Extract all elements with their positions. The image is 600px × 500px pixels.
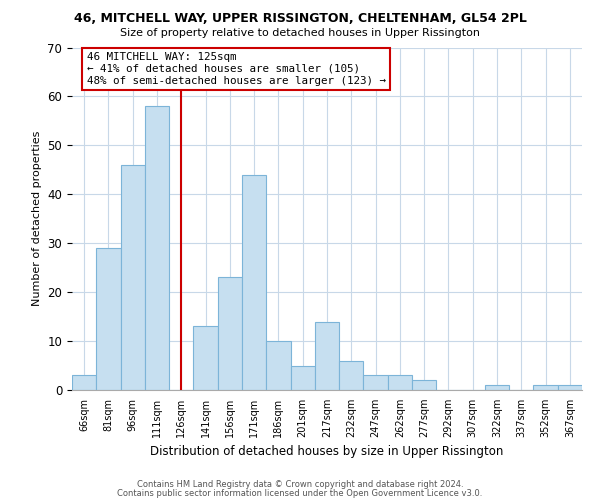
Text: Size of property relative to detached houses in Upper Rissington: Size of property relative to detached ho…: [120, 28, 480, 38]
Text: Contains HM Land Registry data © Crown copyright and database right 2024.: Contains HM Land Registry data © Crown c…: [137, 480, 463, 489]
Text: 46 MITCHELL WAY: 125sqm
← 41% of detached houses are smaller (105)
48% of semi-d: 46 MITCHELL WAY: 125sqm ← 41% of detache…: [86, 52, 386, 86]
X-axis label: Distribution of detached houses by size in Upper Rissington: Distribution of detached houses by size …: [151, 446, 503, 458]
Bar: [121, 165, 145, 390]
Bar: [145, 106, 169, 390]
Y-axis label: Number of detached properties: Number of detached properties: [32, 131, 42, 306]
Bar: [290, 366, 315, 390]
Bar: [96, 248, 121, 390]
Bar: [339, 360, 364, 390]
Bar: [364, 376, 388, 390]
Bar: [72, 376, 96, 390]
Text: 46, MITCHELL WAY, UPPER RISSINGTON, CHELTENHAM, GL54 2PL: 46, MITCHELL WAY, UPPER RISSINGTON, CHEL…: [74, 12, 526, 26]
Bar: [242, 174, 266, 390]
Bar: [266, 341, 290, 390]
Bar: [558, 385, 582, 390]
Bar: [388, 376, 412, 390]
Bar: [412, 380, 436, 390]
Bar: [485, 385, 509, 390]
Bar: [218, 278, 242, 390]
Text: Contains public sector information licensed under the Open Government Licence v3: Contains public sector information licen…: [118, 488, 482, 498]
Bar: [315, 322, 339, 390]
Bar: [193, 326, 218, 390]
Bar: [533, 385, 558, 390]
